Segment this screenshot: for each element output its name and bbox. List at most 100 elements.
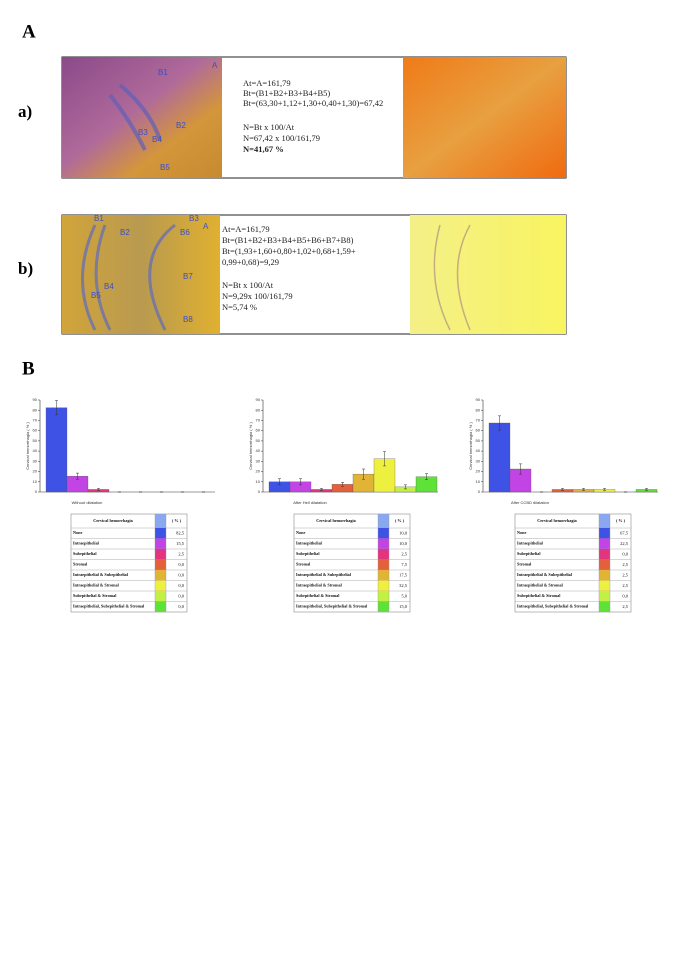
y-tick-label: 90 — [476, 397, 481, 402]
color-swatch — [155, 549, 166, 560]
formula-line: Bt=(B1+B2+B3+B4+B5) — [243, 88, 330, 98]
y-tick-label: 20 — [476, 469, 481, 474]
error-bar — [383, 451, 386, 467]
row-label: Subepithelial — [517, 551, 541, 556]
row-label: Subepithelial & Stromal — [73, 593, 117, 598]
error-bar — [404, 484, 407, 490]
color-swatch — [378, 538, 389, 549]
row-value: 10,0 — [399, 541, 408, 547]
table-header: Cervical hemorrhagia — [93, 518, 133, 523]
formula-line: N=9,29x 100/161,79 — [222, 291, 293, 301]
error-bar — [561, 488, 564, 491]
y-tick-label: 80 — [33, 407, 38, 412]
y-tick-label: 70 — [476, 418, 481, 423]
row-label: Intraepithelial & Stromal — [517, 583, 564, 588]
y-tick-label: 60 — [476, 428, 481, 433]
tissue-outline — [108, 83, 162, 151]
micrograph — [62, 57, 222, 178]
y-tick-label: 60 — [33, 428, 38, 433]
image-label: A — [212, 61, 218, 70]
header-swatch — [378, 514, 389, 528]
image-label: B6 — [180, 228, 190, 237]
color-swatch — [155, 601, 166, 612]
color-swatch — [378, 570, 389, 581]
table-header: ( % ) — [395, 518, 405, 523]
error-bar — [299, 478, 302, 486]
y-tick-label: 30 — [476, 458, 481, 463]
y-tick-label: 50 — [476, 438, 481, 443]
y-axis-label: Cervical hemorrhagia ( % ) — [468, 422, 473, 470]
y-tick-label: 10 — [256, 479, 261, 484]
row-value: 0,0 — [178, 583, 184, 589]
row-value: 0,0 — [178, 572, 184, 578]
row-label: None — [296, 530, 305, 535]
y-tick-label: 20 — [256, 469, 261, 474]
row-label: Subepithelial — [296, 551, 320, 556]
y-tick-label: 0 — [478, 489, 481, 494]
x-axis-label: Without dilatation — [72, 500, 103, 505]
image-label: A — [203, 222, 209, 231]
row-label: Stromal — [296, 562, 311, 567]
row-value: 0,0 — [622, 551, 628, 557]
row-label: None — [73, 530, 82, 535]
row-value: 22,5 — [620, 541, 629, 547]
error-bar — [603, 488, 606, 491]
y-axis-label: Cervical hemorrhagia ( % ) — [25, 422, 30, 470]
row-label: Stromal — [73, 562, 88, 567]
error-bar — [55, 400, 58, 416]
row-value: 2,5 — [401, 551, 407, 557]
panel-label: A — [22, 21, 36, 42]
formula-line: Bt=(B1+B2+B3+B4+B5+B6+B7+B8) — [222, 235, 354, 245]
row-label: Stromal — [517, 562, 532, 567]
row-value: 2,5 — [622, 583, 628, 589]
image-label: B1 — [94, 214, 104, 223]
y-tick-label: 50 — [33, 438, 38, 443]
color-swatch — [378, 580, 389, 591]
image-label: B5 — [91, 291, 101, 300]
y-tick-label: 40 — [33, 448, 38, 453]
table-header: ( % ) — [616, 518, 626, 523]
y-tick-label: 70 — [256, 418, 261, 423]
bar — [45, 407, 68, 493]
row-label: Intraepithelial — [73, 541, 100, 546]
image-label: B1 — [158, 68, 168, 77]
formula-line: N=67,42 x 100/161,79 — [243, 133, 320, 143]
table-frame — [70, 513, 188, 613]
y-tick-label: 0 — [258, 489, 261, 494]
bar — [488, 422, 511, 493]
row-value: 2,5 — [622, 604, 628, 610]
image-label: B4 — [152, 135, 162, 144]
image-label: B4 — [104, 282, 114, 291]
row-label: Intraepithelial & Subepithelial — [517, 572, 573, 577]
y-tick-label: 60 — [256, 428, 261, 433]
formula-line: Bt=(1,93+1,60+0,80+1,02+0,68+1,59+ — [222, 246, 356, 256]
row-label: Intraepithelial, Subepithelial & Stromal — [73, 604, 145, 609]
color-swatch — [599, 570, 610, 581]
y-tick-label: 0 — [35, 489, 38, 494]
row-label: None — [517, 530, 526, 535]
color-swatch — [378, 591, 389, 602]
table-header: Cervical hemorrhagia — [537, 518, 577, 523]
image-label: B2 — [176, 121, 186, 130]
image-label: B3 — [138, 128, 148, 137]
row-value: 5,0 — [401, 593, 407, 599]
row-value: 67,5 — [620, 530, 629, 536]
row-value: 17,5 — [399, 572, 408, 578]
y-tick-label: 30 — [33, 458, 38, 463]
color-swatch — [378, 528, 389, 539]
tissue-outline — [81, 223, 176, 331]
color-swatch — [378, 601, 389, 612]
image-label: B3 — [189, 214, 199, 223]
row-value: 32,5 — [399, 583, 408, 589]
error-bar — [425, 473, 428, 480]
color-swatch — [599, 601, 610, 612]
row-label: a) — [18, 102, 32, 121]
color-swatch — [599, 538, 610, 549]
y-tick-label: 30 — [256, 458, 261, 463]
row-value: 0,0 — [622, 593, 628, 599]
formula-line: N=Bt x 100/At — [222, 280, 274, 290]
image-label: B8 — [183, 315, 193, 324]
y-tick-label: 50 — [256, 438, 261, 443]
image-label: B7 — [183, 272, 193, 281]
